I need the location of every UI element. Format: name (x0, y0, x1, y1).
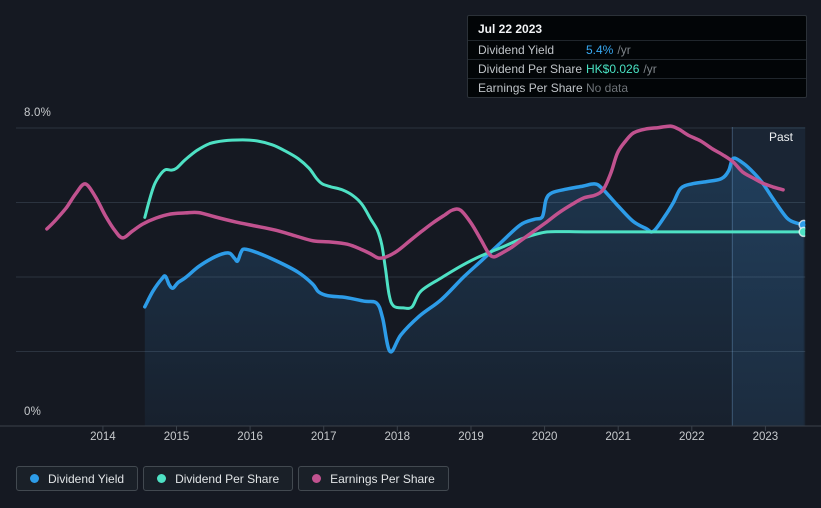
x-axis-label-2020: 2020 (531, 431, 558, 443)
legend-item-dividend-per-share[interactable]: Dividend Per Share (143, 466, 294, 491)
dividend-yield-dot-icon (30, 474, 39, 483)
tooltip-value-dividend-yield: 5.4% (586, 43, 614, 57)
dividend-per-share-line (143, 138, 806, 310)
past-region-label: Past (768, 130, 793, 144)
x-axis-label-2016: 2016 (237, 431, 263, 443)
tooltip-row-dividend-per-share: Dividend Per Share HK$0.026 /yr (468, 59, 806, 78)
legend-item-earnings-per-share[interactable]: Earnings Per Share (298, 466, 449, 491)
x-axis-label-2022: 2022 (679, 431, 705, 443)
chart-tooltip: Jul 22 2023 Dividend Yield 5.4% /yr Divi… (467, 15, 807, 98)
x-axis-label-2021: 2021 (605, 431, 631, 443)
dividend-per-share-end-marker (798, 226, 806, 238)
dividend-yield-line (143, 156, 806, 354)
x-axis-label-2017: 2017 (310, 431, 337, 443)
y-axis-top-label: 8.0% (24, 107, 52, 119)
legend-item-dividend-yield[interactable]: Dividend Yield (16, 466, 139, 491)
chart-legend: Dividend Yield Dividend Per Share Earnin… (16, 466, 449, 491)
x-axis-label-2015: 2015 (163, 431, 190, 443)
tooltip-date: Jul 22 2023 (478, 22, 543, 36)
earnings-per-share-line (45, 124, 785, 260)
x-axis-label-2014: 2014 (90, 431, 116, 443)
dividend-per-share-dot-icon (157, 474, 167, 483)
x-axis-label-2023: 2023 (752, 431, 779, 443)
x-axis-year-labels: 2014 2015 2016 2017 2018 2019 2020 2021 2022 2023 (0, 431, 821, 447)
tooltip-row-dividend-yield: Dividend Yield 5.4% /yr (468, 40, 806, 59)
y-axis-zero-label: 0% (24, 406, 42, 418)
tooltip-row-earnings-per-share: Earnings Per Share No data (468, 78, 806, 97)
dividend-yield-area-fill (144, 158, 804, 426)
earnings-per-share-dot-icon (312, 474, 322, 483)
x-axis-label-2019: 2019 (458, 431, 484, 443)
tooltip-value-earnings-per-share: No data (586, 81, 629, 95)
tooltip-value-dividend-per-share: HK$0.026 (586, 62, 640, 76)
x-axis-label-2018: 2018 (384, 431, 411, 443)
